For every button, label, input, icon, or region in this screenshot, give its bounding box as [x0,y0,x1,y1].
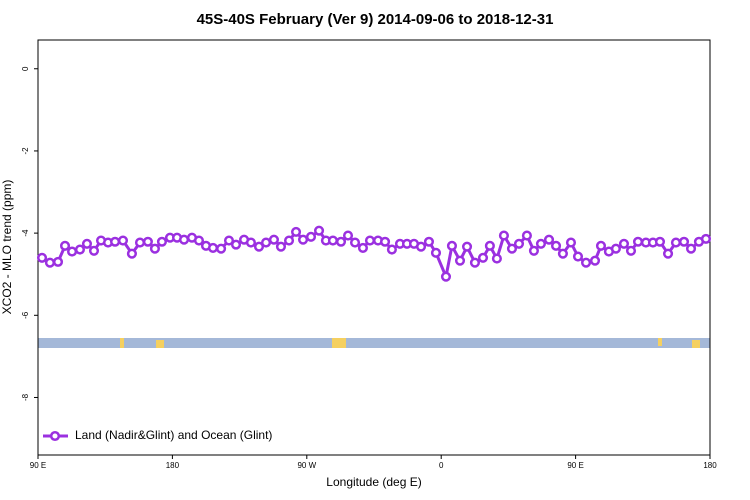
data-point [589,255,601,266]
data-point [74,244,86,255]
data-point [193,235,205,246]
data-point [260,237,272,248]
data-point [491,253,502,264]
x-tick-label: 90 E [30,461,46,470]
data-point [44,257,55,268]
data-point [88,245,100,256]
data-point [386,244,397,255]
ocean-band [38,338,710,348]
data-point [446,240,458,251]
land-ocean-band [38,338,710,348]
data-point [156,236,167,247]
data-point [253,241,265,252]
legend-swatch-marker [49,430,61,442]
data-point [380,236,391,247]
data-point [513,238,525,249]
data-point [357,242,368,253]
data-point [110,236,121,247]
data-point [565,237,577,248]
x-tick-label: 90 E [567,461,583,470]
data-point [245,237,256,248]
data-point [557,248,568,259]
y-tick-label: 0 [21,66,30,71]
data-point [506,243,518,254]
data-point [685,243,697,254]
data-point [572,251,584,262]
land-patch [120,338,124,348]
data-point [305,231,317,242]
data-point [423,236,435,247]
y-axis-label: XCO2 - MLO trend (ppm) [0,180,14,315]
chart-title: 45S-40S February (Ver 9) 2014-09-06 to 2… [197,11,554,28]
y-tick-label: -8 [21,393,30,401]
data-point [662,248,674,259]
data-point [700,233,712,244]
data-point [654,236,666,247]
data-point [66,246,78,257]
data-point [52,256,64,267]
data-point [670,237,682,248]
data-point [430,247,442,258]
data-point [313,225,325,236]
data-point [610,243,621,254]
data-point [440,271,452,282]
data-point [342,230,354,241]
x-axis-label: Longitude (deg E) [326,475,421,489]
data-point [528,245,539,256]
data-point [364,235,376,246]
data-point [327,235,338,246]
data-point [335,236,347,247]
data-point [543,234,555,245]
data-point [59,240,71,251]
x-tick-label: 0 [439,461,444,470]
data-point [477,252,489,263]
data-point [268,234,279,245]
data-point [81,238,93,249]
data-point [521,230,532,241]
legend-label: Land (Nadir&Glint) and Ocean (Glint) [75,428,272,442]
land-patch [156,340,164,348]
x-tick-label: 180 [703,461,717,470]
data-point [535,238,547,249]
y-tick-label: -6 [21,311,30,319]
land-patch [658,338,662,346]
land-patch [332,338,346,348]
data-point [149,243,160,254]
data-point [461,241,473,252]
data-point [36,252,48,263]
data-point [484,240,495,251]
y-tick-label: -2 [21,147,30,155]
data-point [178,234,190,245]
y-tick-label: -4 [21,229,30,237]
data-point [454,255,466,266]
data-point [618,238,630,249]
data-point [142,236,153,247]
data-point [230,239,242,250]
data-point [625,245,637,256]
data-point [632,236,644,247]
data-point [415,241,427,252]
plot-frame [37,39,711,456]
data-point [498,230,509,241]
data-point [581,257,592,268]
data-point [550,240,562,251]
data-point [298,234,309,245]
data-point [223,235,235,246]
data-point [216,243,227,254]
data-point [275,241,287,252]
data-point [126,248,137,259]
data-point [678,236,690,247]
data-point [290,226,302,237]
data-point [469,257,480,268]
data-point [595,240,607,251]
x-tick-label: 90 W [297,461,316,470]
land-patch [692,340,700,348]
data-point [134,237,146,248]
data-point [349,237,361,248]
data-point [117,235,129,246]
data-point [207,242,219,253]
x-tick-label: 180 [166,461,180,470]
data-point [283,235,295,246]
